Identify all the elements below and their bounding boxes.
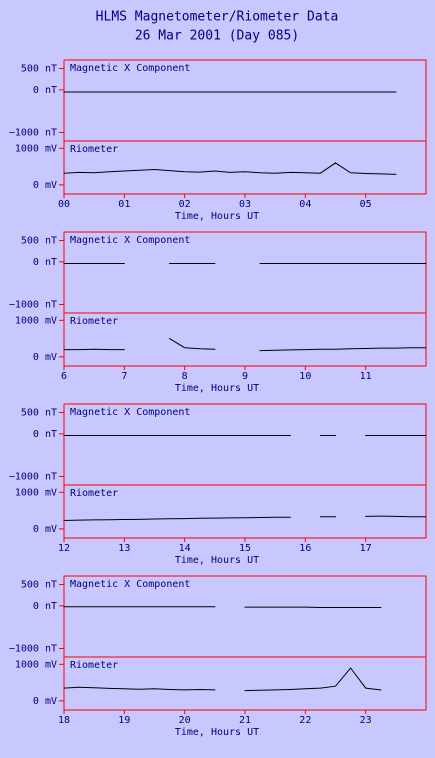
subplot-title: Riometer [70, 144, 118, 155]
y-tick-label: 0 nT [33, 601, 57, 612]
x-tick-label: 9 [242, 371, 248, 382]
page-title: HLMS Magnetometer/Riometer Data [96, 10, 339, 25]
y-tick-label: 0 nT [33, 257, 57, 268]
y-tick-label: 500 nT [21, 408, 57, 419]
subplot-title: Magnetic X Component [70, 235, 190, 246]
subplot-title: Riometer [70, 316, 118, 327]
y-tick-label: 0 mV [33, 524, 57, 535]
y-tick-label: 1000 mV [15, 659, 57, 670]
subplot-title: Magnetic X Component [70, 63, 190, 74]
y-tick-label: 500 nT [21, 236, 57, 247]
subplot-title: Riometer [70, 660, 118, 671]
x-tick-label: 17 [360, 543, 372, 554]
x-tick-label: 6 [61, 371, 67, 382]
x-axis-label: Time, Hours UT [175, 383, 259, 394]
subplot-title: Magnetic X Component [70, 407, 190, 418]
y-tick-label: 1000 mV [15, 315, 57, 326]
y-tick-label: 0 nT [33, 429, 57, 440]
x-tick-label: 01 [118, 199, 130, 210]
y-tick-label: −1000 nT [9, 299, 57, 310]
x-tick-label: 16 [299, 543, 311, 554]
x-tick-label: 05 [360, 199, 372, 210]
subplot-title: Riometer [70, 488, 118, 499]
x-tick-label: 19 [118, 715, 130, 726]
x-tick-label: 10 [299, 371, 311, 382]
x-axis-label: Time, Hours UT [175, 727, 259, 738]
page-subtitle: 26 Mar 2001 (Day 085) [135, 29, 299, 44]
x-tick-label: 8 [182, 371, 188, 382]
x-tick-label: 04 [299, 199, 311, 210]
y-tick-label: 1000 mV [15, 143, 57, 154]
x-tick-label: 15 [239, 543, 251, 554]
data-line [63, 515, 427, 522]
x-tick-label: 02 [179, 199, 191, 210]
x-tick-label: 11 [360, 371, 372, 382]
y-tick-label: 0 mV [33, 180, 57, 191]
data-line [63, 606, 382, 608]
x-tick-label: 00 [58, 199, 70, 210]
x-axis-label: Time, Hours UT [175, 555, 259, 566]
x-tick-label: 23 [360, 715, 372, 726]
y-tick-label: 500 nT [21, 64, 57, 75]
x-axis-label: Time, Hours UT [175, 211, 259, 222]
x-tick-label: 14 [179, 543, 191, 554]
y-tick-label: −1000 nT [9, 127, 57, 138]
y-tick-label: 0 mV [33, 352, 57, 363]
y-tick-label: 1000 mV [15, 487, 57, 498]
x-tick-label: 7 [121, 371, 127, 382]
y-tick-label: −1000 nT [9, 643, 57, 654]
x-tick-label: 18 [58, 715, 70, 726]
x-tick-label: 22 [299, 715, 311, 726]
y-tick-label: 0 nT [33, 85, 57, 96]
x-tick-label: 21 [239, 715, 251, 726]
y-tick-label: −1000 nT [9, 471, 57, 482]
x-tick-label: 12 [58, 543, 70, 554]
x-tick-label: 13 [118, 543, 130, 554]
x-tick-label: 03 [239, 199, 251, 210]
y-tick-label: 0 mV [33, 696, 57, 707]
y-tick-label: 500 nT [21, 580, 57, 591]
subplot-title: Magnetic X Component [70, 579, 190, 590]
data-line [63, 667, 382, 692]
x-tick-label: 20 [179, 715, 191, 726]
data-line [63, 337, 427, 352]
